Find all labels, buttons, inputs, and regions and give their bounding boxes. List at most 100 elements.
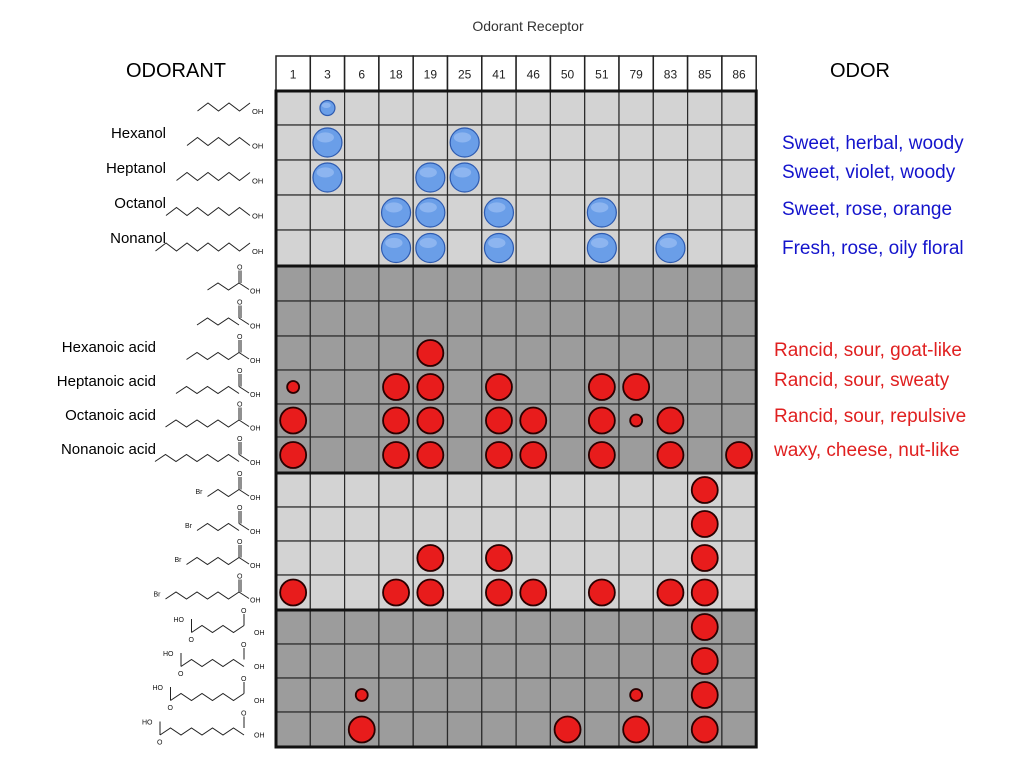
dot-highlight <box>419 202 437 213</box>
grid-cell <box>549 300 586 337</box>
receptor-label: 18 <box>389 68 403 82</box>
figure-title: Odorant Receptor <box>472 18 584 34</box>
grid-cell <box>309 472 346 508</box>
grid-cell <box>515 265 551 302</box>
acid-response-dot <box>690 715 719 744</box>
alcohol-response-dot <box>319 99 336 117</box>
grid-cell <box>515 506 551 542</box>
atom-label: OH <box>250 426 261 433</box>
atom-label: Br <box>175 557 183 564</box>
grid-cell <box>584 609 620 645</box>
grid-cell <box>721 265 757 302</box>
odor-description: Rancid, sour, sweaty <box>774 370 950 391</box>
dot-highlight <box>488 202 506 213</box>
grid-cell <box>652 335 689 371</box>
grid-cell <box>412 265 449 302</box>
grid-cell <box>412 300 449 337</box>
grid-cell <box>721 540 757 576</box>
grid-cell <box>618 90 654 126</box>
alcohol-response-dot <box>312 162 343 193</box>
grid-cell <box>549 403 586 438</box>
dot-highlight <box>316 132 334 143</box>
grid-cell <box>584 335 620 371</box>
atom-label: HO <box>153 685 164 692</box>
acid-response-dot <box>279 406 308 435</box>
grid-cell <box>618 540 654 576</box>
grid-cell <box>446 403 483 438</box>
odorant-heading: ODORANT <box>126 60 226 82</box>
receptor-label: 51 <box>595 68 609 82</box>
grid-cell <box>275 229 311 267</box>
acid-response-dot <box>279 441 308 469</box>
grid-cell <box>686 159 723 196</box>
grid-cell <box>344 194 380 231</box>
grid-cell <box>412 506 449 542</box>
grid-cell <box>446 436 483 474</box>
grid-cell <box>618 229 654 267</box>
grid-cell <box>652 124 689 161</box>
grid-cell <box>378 124 414 161</box>
grid-cell <box>618 506 654 542</box>
acid-chain <box>196 317 240 326</box>
acid-chain <box>207 282 240 291</box>
hydroxyl-bond <box>238 489 250 497</box>
grid-cell <box>584 472 620 508</box>
receptor-label: 86 <box>732 68 746 82</box>
atom-label: OH <box>250 495 261 502</box>
grid-cell <box>584 300 620 337</box>
acid-response-dot <box>553 715 582 744</box>
grid-cell <box>412 124 449 161</box>
grid-cell <box>275 300 311 337</box>
alcohol-response-dot <box>415 197 446 228</box>
hydroxyl-bond <box>238 523 250 531</box>
grid-cell <box>275 265 311 302</box>
atom-label: OH <box>250 529 261 536</box>
alcohol-response-dot <box>415 232 446 264</box>
grid-cell <box>584 540 620 576</box>
grid-cell <box>721 194 757 231</box>
odorant-name: Hexanoic acid <box>61 339 156 356</box>
alcohol-response-dot <box>483 232 515 264</box>
grid-cell <box>412 609 449 645</box>
grid-cell <box>515 229 551 267</box>
atom-label: O <box>241 676 247 683</box>
grid-cell <box>515 300 551 337</box>
atom-label: OH <box>252 177 263 186</box>
dot-highlight <box>316 167 334 178</box>
grid-cell <box>652 369 689 405</box>
grid-cell <box>515 540 551 576</box>
grid-cell <box>686 265 723 302</box>
atom-label: OH <box>254 733 265 740</box>
grid-cell <box>378 609 414 645</box>
response-dots <box>279 99 753 744</box>
grid-cell <box>721 472 757 508</box>
grid-cell <box>618 300 654 337</box>
hydroxyl-bond <box>238 282 250 290</box>
receptor-label: 25 <box>458 68 472 82</box>
atom-label: OH <box>252 247 263 256</box>
grid-cell <box>652 90 689 126</box>
grid-cell <box>344 335 380 371</box>
acid-response-dot <box>416 578 445 607</box>
grid-cell <box>275 194 311 231</box>
alcohol-response-dot <box>586 197 617 228</box>
grid-cell <box>481 609 517 645</box>
grid-cell <box>652 609 689 645</box>
hydroxyl-bond <box>238 591 250 599</box>
grid-cell <box>446 90 483 126</box>
acid-chain <box>175 385 240 395</box>
receptor-header-cell <box>275 55 312 92</box>
grid-cell <box>515 643 551 679</box>
odor-description: Sweet, rose, orange <box>782 199 953 220</box>
receptor-label: 79 <box>629 68 643 82</box>
atom-label: O <box>241 608 247 615</box>
grid-cell <box>344 574 380 611</box>
grid-cell <box>618 436 654 474</box>
grid-cell <box>515 90 551 126</box>
acid-response-dot <box>587 441 616 469</box>
receptor-header-cell <box>686 55 723 92</box>
grid-cell <box>549 677 586 713</box>
receptor-label: 3 <box>324 68 331 82</box>
grid-cell <box>618 643 654 679</box>
grid-cell <box>652 711 689 748</box>
